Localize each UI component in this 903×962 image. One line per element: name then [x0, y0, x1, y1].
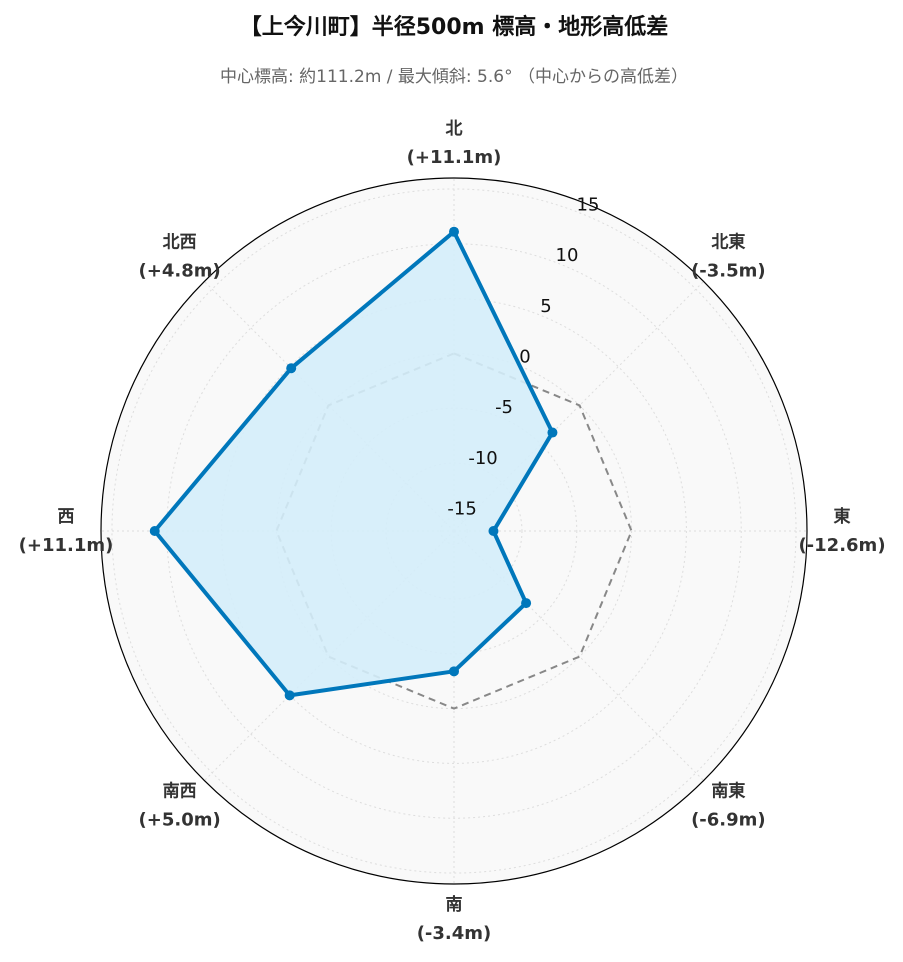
r-tick-label: 15 — [577, 195, 600, 216]
data-point — [286, 363, 297, 374]
value-label: (-3.5m) — [691, 261, 766, 282]
value-label: (-6.9m) — [691, 809, 766, 830]
grid-circle — [111, 188, 797, 874]
category-label: 南東 — [711, 780, 745, 801]
r-tick-label: -10 — [468, 448, 497, 469]
r-tick-label: -15 — [447, 498, 476, 519]
r-tick-label: 5 — [540, 296, 551, 317]
category-label: 東 — [834, 506, 851, 527]
value-label: (+4.8m) — [139, 261, 221, 282]
data-point — [521, 598, 532, 609]
data-point — [449, 226, 459, 237]
spoke — [453, 530, 704, 781]
outer-ring — [100, 177, 808, 885]
spoke — [453, 281, 704, 532]
r-tick-label: 10 — [556, 245, 579, 266]
r-tick-label: 0 — [519, 347, 530, 368]
category-label: 北西 — [163, 233, 197, 253]
value-label: (+5.0m) — [139, 809, 221, 830]
chart-subtitle: 中心標高: 約111.2m / 最大傾斜: 5.6° （中心からの高低差） — [220, 67, 688, 87]
category-label: 北東 — [711, 232, 745, 253]
value-label: (-3.4m) — [417, 923, 492, 944]
data-point — [284, 690, 295, 701]
category-label: 西 — [58, 507, 75, 527]
data-point — [547, 427, 558, 438]
data-point — [449, 666, 459, 677]
value-label: (+11.1m) — [19, 535, 114, 556]
data-point — [149, 526, 160, 536]
chart-title: 【上今川町】半径500m 標高・地形高低差 — [240, 14, 669, 40]
category-label: 南西 — [163, 780, 197, 801]
value-label: (-12.6m) — [798, 535, 885, 556]
value-label: (+11.1m) — [407, 147, 502, 168]
category-label: 南 — [446, 894, 463, 915]
r-tick-label: -5 — [495, 397, 513, 418]
grid-circle — [221, 298, 687, 764]
data-point — [488, 526, 499, 536]
category-label: 北 — [446, 119, 463, 139]
